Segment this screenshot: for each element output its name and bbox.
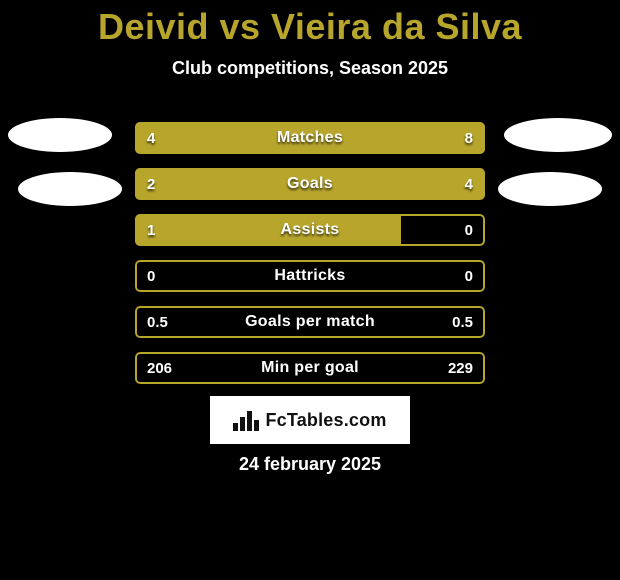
player-left-avatar-shadow — [18, 172, 122, 206]
player-right-avatar — [504, 118, 612, 152]
stat-value-right: 229 — [448, 352, 473, 384]
stat-value-right: 8 — [465, 122, 473, 154]
stat-row: 2Goals4 — [135, 168, 485, 200]
stat-label: Assists — [135, 214, 485, 246]
stat-row: 4Matches8 — [135, 122, 485, 154]
bar-chart-icon — [233, 409, 259, 431]
stat-label: Hattricks — [135, 260, 485, 292]
page-subtitle: Club competitions, Season 2025 — [0, 58, 620, 79]
stat-row: 0Hattricks0 — [135, 260, 485, 292]
stat-value-right: 0 — [465, 260, 473, 292]
player-right-avatar-shadow — [498, 172, 602, 206]
footer-date: 24 february 2025 — [0, 454, 620, 475]
logo-text: FcTables.com — [265, 410, 386, 431]
stat-label: Goals per match — [135, 306, 485, 338]
stats-container: 4Matches82Goals41Assists00Hattricks00.5G… — [135, 122, 485, 398]
stat-value-right: 4 — [465, 168, 473, 200]
stat-row: 1Assists0 — [135, 214, 485, 246]
stat-label: Min per goal — [135, 352, 485, 384]
stat-label: Matches — [135, 122, 485, 154]
stat-row: 0.5Goals per match0.5 — [135, 306, 485, 338]
player-left-avatar — [8, 118, 112, 152]
fctables-logo: FcTables.com — [210, 396, 410, 444]
stat-row: 206Min per goal229 — [135, 352, 485, 384]
page-title: Deivid vs Vieira da Silva — [0, 0, 620, 48]
stat-value-right: 0.5 — [452, 306, 473, 338]
stat-label: Goals — [135, 168, 485, 200]
stat-value-right: 0 — [465, 214, 473, 246]
